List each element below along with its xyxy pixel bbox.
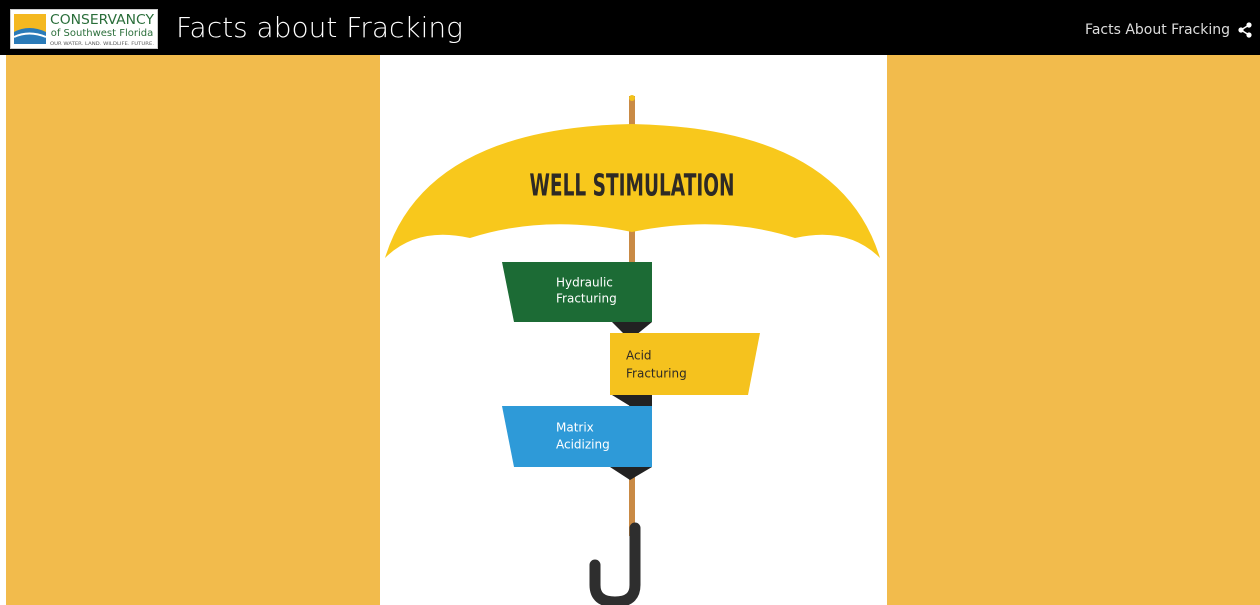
sign [610,333,760,395]
sign-text: Acid [626,349,652,363]
umbrella-illustration: WELL STIMULATION Hydraulic Fracturing Ac… [0,0,1260,605]
sign-text: Fracturing [626,367,687,381]
sign-text: Acidizing [556,438,610,452]
ribbon [610,467,652,480]
tip [629,95,635,101]
ribbon [612,395,652,406]
heading: WELL STIMULATION [530,169,735,204]
page: CONSERVANCY of Southwest Florida OUR WAT… [0,0,1260,605]
sign-text: Fracturing [556,292,617,306]
handle [595,528,635,602]
sign [502,406,652,467]
sign-text: Matrix [556,421,594,435]
sign-text: Hydraulic [556,276,613,290]
